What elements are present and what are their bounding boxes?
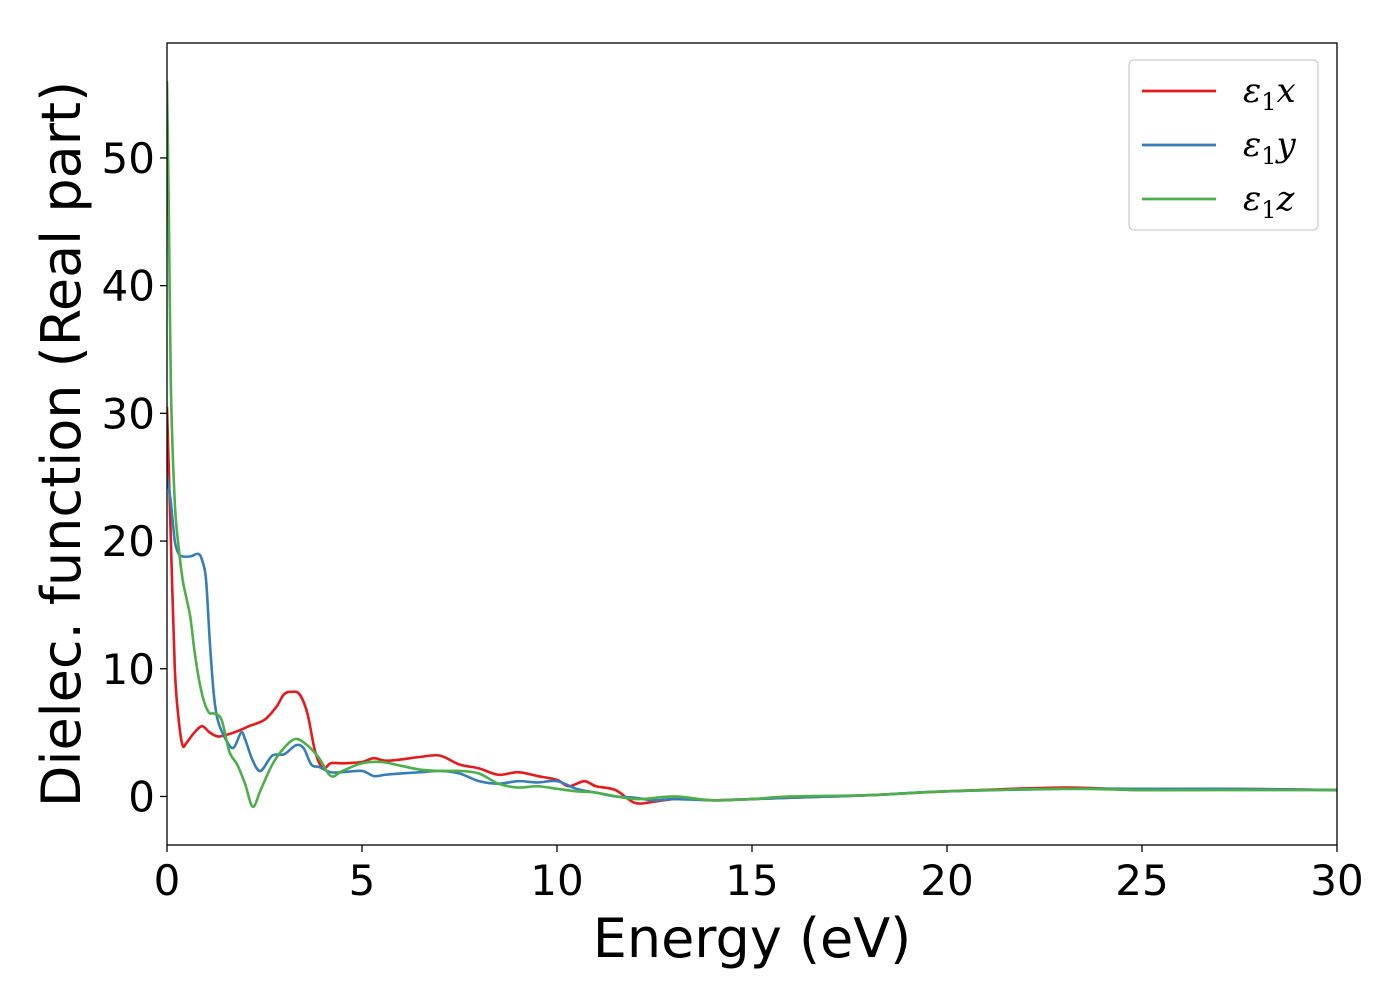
legend-subscript: 1 [1261,142,1276,170]
series-line-z [167,81,1337,808]
legend-subscript: 1 [1261,88,1276,116]
x-axis-label: Energy (eV) [593,907,912,970]
legend-symbol: ε [1243,71,1261,111]
legend-label-y: ε1y [1243,125,1297,170]
legend-box [1128,59,1319,231]
x-tick-label: 0 [154,856,181,905]
legend-subscript: 1 [1261,196,1276,224]
series-line-y [167,474,1337,802]
y-axis-ticks: 0 10 20 30 40 50 [102,134,167,821]
series-line-x [167,406,1337,805]
y-tick-label: 40 [102,262,155,311]
legend-component: x [1277,71,1296,111]
legend-symbol: ε [1243,125,1261,165]
x-axis-ticks: 0 5 10 15 20 25 30 [154,845,1364,905]
y-tick-label: 50 [102,134,155,183]
x-tick-label: 10 [530,856,583,905]
x-tick-label: 15 [725,856,778,905]
y-tick-label: 20 [102,517,155,566]
legend-label-z: ε1z [1243,179,1296,224]
x-tick-label: 25 [1115,856,1168,905]
legend-component: z [1276,179,1296,219]
legend-label-x: ε1x [1243,71,1296,116]
x-tick-label: 30 [1310,856,1363,905]
plot-lines [167,81,1337,808]
y-tick-label: 30 [102,389,155,438]
y-tick-label: 0 [128,772,155,821]
legend-symbol: ε [1243,179,1261,219]
x-tick-label: 20 [920,856,973,905]
y-axis-label: Dielec. function (Real part) [30,81,93,807]
y-tick-label: 10 [102,645,155,694]
x-tick-label: 5 [349,856,376,905]
legend-component: y [1275,125,1297,165]
